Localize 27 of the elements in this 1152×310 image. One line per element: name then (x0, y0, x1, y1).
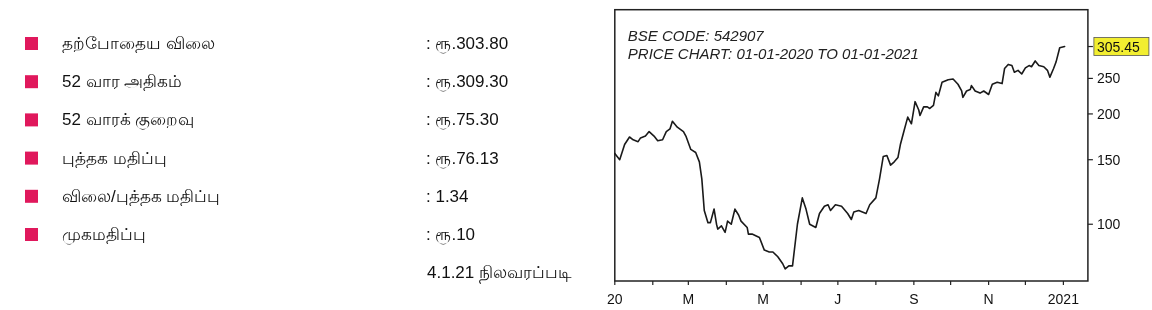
text: : ரூ.10 (426, 225, 476, 245)
x-tick-label: 2021 (1047, 291, 1080, 307)
text: 52 வார அதிகம் (62, 72, 183, 92)
y-tick-label: 250 (1096, 70, 1121, 87)
x-tick-label: S (909, 291, 919, 307)
text: விலை/புத்தக மதிப்பு (62, 186, 221, 206)
text: புத்தக மதிப்பு (62, 148, 167, 168)
text: BSE CODE: 542907 (627, 27, 765, 44)
text: முகமதிப்பு (62, 225, 146, 245)
text: : 1.34 (426, 186, 469, 206)
text: 4.1.21 நிலவரப்படி (427, 263, 572, 284)
x-tick-label: N (983, 291, 994, 307)
x-tick-label: J (834, 291, 842, 307)
x-tick-label: M (757, 291, 769, 307)
y-tick-label: 100 (1096, 216, 1121, 233)
x-tick-label: 20 (607, 291, 623, 307)
text: : ரூ.309.30 (426, 72, 509, 93)
y-tick-label: 200 (1096, 105, 1121, 122)
text: PRICE CHART: 01-01-2020 TO 01-01-2021 (627, 45, 919, 62)
text: : ரூ.76.13 (426, 148, 499, 169)
text: : ரூ.75.30 (426, 110, 499, 131)
y-tick-label: 150 (1096, 151, 1121, 168)
text: : ரூ.303.80 (426, 34, 509, 54)
y-tick-label: 305.45 (1096, 38, 1140, 55)
x-tick-label: M (682, 291, 695, 307)
text: 52 வாரக் குறைவு (62, 110, 195, 131)
text: தற்போதைய விலை (62, 34, 215, 53)
